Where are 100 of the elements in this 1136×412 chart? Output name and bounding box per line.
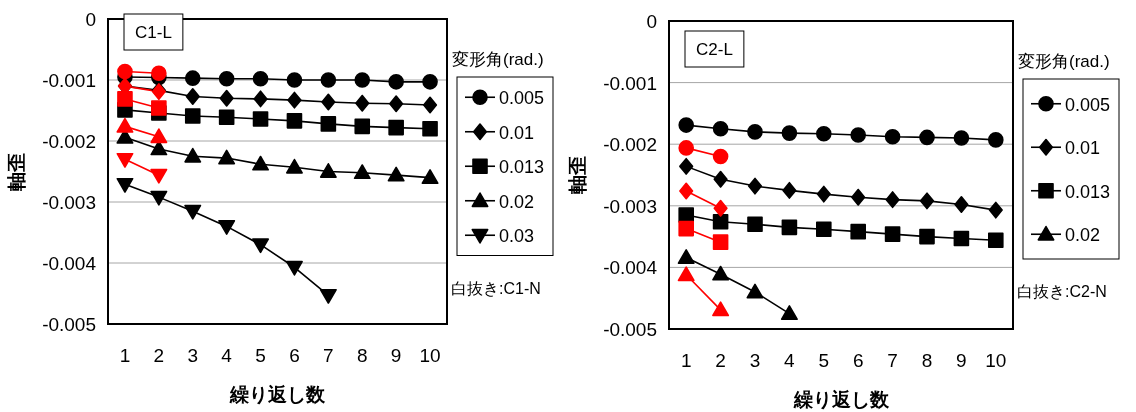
point (988, 232, 1004, 249)
point (287, 91, 302, 109)
point (184, 108, 201, 124)
y-tick-label: 0 (646, 11, 657, 32)
y-tick-label: -0.002 (42, 131, 96, 152)
legend-title: 変形角(rad.) (452, 50, 544, 69)
point (150, 190, 168, 206)
x-tick-label: 5 (255, 345, 266, 366)
x-tick-label: 10 (985, 350, 1007, 371)
point (252, 111, 269, 127)
x-tick-label: 2 (153, 345, 165, 366)
legend-label: 0.013 (1065, 181, 1111, 202)
y-tick-label: -0.002 (603, 134, 657, 156)
point (388, 119, 404, 136)
point (421, 169, 439, 184)
point (422, 74, 438, 90)
x-tick-label: 3 (187, 345, 199, 366)
annotation: C1-L (135, 23, 172, 42)
x-tick-label: 5 (818, 350, 830, 371)
point (117, 91, 133, 107)
x-tick-label: 6 (852, 350, 864, 371)
point (780, 305, 798, 320)
x-tick-label: 2 (715, 350, 726, 371)
point (422, 121, 438, 137)
point (218, 70, 235, 87)
y-tick-label: 0 (85, 9, 96, 30)
x-tick-label: 6 (289, 345, 300, 366)
point (678, 207, 694, 223)
point (219, 89, 234, 107)
point (319, 163, 337, 178)
point (712, 234, 729, 250)
x-tick-label: 1 (680, 350, 692, 371)
point (919, 129, 935, 146)
point (885, 191, 900, 209)
point (252, 155, 270, 171)
legend-label: 0.02 (499, 191, 535, 212)
point (816, 125, 832, 142)
point (320, 116, 337, 132)
y-tick-label: -0.001 (603, 72, 657, 94)
point (151, 100, 167, 116)
x-tick-label: 7 (887, 350, 898, 371)
x-tick-label: 9 (956, 350, 967, 371)
legend-label: 0.03 (499, 226, 535, 247)
y-tick-label: -0.003 (42, 192, 96, 213)
x-tick-label: 4 (221, 345, 233, 366)
point (884, 226, 901, 242)
point (353, 164, 371, 180)
point (286, 113, 303, 129)
legend-label: 0.01 (1065, 138, 1101, 159)
y-tick-label: -0.001 (42, 70, 96, 91)
point (816, 221, 832, 238)
point (712, 121, 729, 137)
point (988, 201, 1003, 219)
point (712, 214, 729, 230)
point (253, 90, 268, 108)
point (354, 72, 371, 88)
legend-label: 0.02 (1065, 225, 1101, 246)
point (713, 170, 728, 188)
point (354, 118, 371, 135)
legend-title: 変形角(rad.) (1018, 52, 1110, 71)
point (747, 177, 763, 195)
point (218, 220, 236, 235)
point (185, 87, 200, 105)
point (816, 185, 831, 203)
point (286, 72, 303, 88)
point (953, 130, 970, 146)
point (319, 288, 337, 304)
point (746, 283, 764, 299)
y-tick-label: -0.005 (42, 314, 96, 335)
point (713, 199, 728, 217)
y-tick-label: -0.004 (42, 253, 97, 274)
y-axis-title: 軸歪 (567, 156, 588, 194)
point (782, 181, 797, 199)
point (988, 132, 1004, 148)
x-tick-label: 8 (921, 350, 933, 371)
point (712, 148, 729, 165)
point (850, 223, 866, 240)
legend-label: 0.01 (499, 122, 535, 143)
point (218, 109, 235, 126)
text: 白抜き:C2-N (1017, 283, 1107, 300)
point (184, 204, 202, 220)
x-axis-title: 繰り返し数 (792, 389, 890, 410)
point (355, 94, 370, 112)
point (953, 230, 970, 247)
point (850, 127, 866, 143)
point (851, 188, 866, 206)
point (678, 140, 694, 156)
point (712, 265, 730, 281)
point (252, 238, 270, 254)
x-tick-label: 7 (323, 345, 334, 366)
point (422, 96, 438, 114)
point (677, 249, 695, 264)
point (218, 149, 236, 165)
legend-label: 0.005 (1065, 94, 1111, 115)
text: 白抜き:C1-N (451, 279, 541, 297)
point (116, 177, 134, 193)
point (884, 129, 901, 145)
x-tick-label: 3 (749, 350, 761, 371)
point (679, 182, 694, 200)
legend-label: 0.013 (499, 157, 545, 178)
